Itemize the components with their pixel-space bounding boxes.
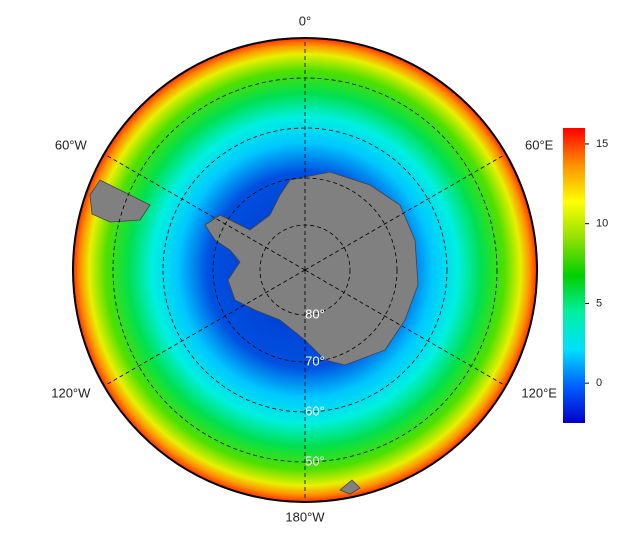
island [339, 479, 361, 495]
colorbar [563, 128, 585, 423]
colorbar-tick-label: 0 [596, 377, 602, 389]
meridian-label: 60°W [55, 137, 88, 152]
meridian-label: 0° [299, 13, 311, 28]
antarctica [204, 171, 419, 366]
meridian-line [103, 269, 306, 387]
colorbar-tick-label: 5 [596, 297, 602, 309]
graticule [103, 38, 507, 502]
latitude-label: 70° [305, 353, 325, 368]
colorbar-tick-label: 15 [596, 138, 608, 150]
meridian-label: 120°E [521, 385, 557, 400]
meridian-line [304, 269, 507, 387]
latitude-label: 80° [305, 306, 325, 321]
meridian-line [304, 153, 507, 271]
meridian-label: 60°E [525, 137, 554, 152]
meridian-label: 120°W [51, 385, 91, 400]
latitude-label: 50° [305, 453, 325, 468]
meridian-label: 180°W [285, 509, 325, 524]
latitude-label: 60° [305, 403, 325, 418]
colorbar-tick-label: 10 [596, 218, 608, 230]
meridian-line [103, 153, 306, 271]
south-america [89, 179, 151, 223]
